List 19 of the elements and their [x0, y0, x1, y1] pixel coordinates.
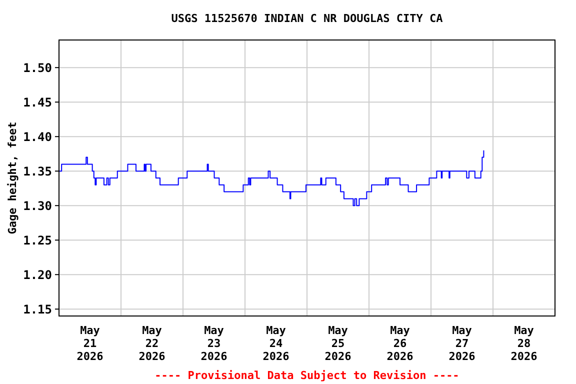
- x-tick-label: May 26 2026: [386, 324, 414, 363]
- y-axis-title: Gage height, feet: [6, 122, 19, 234]
- x-tick-label: May 25 2026: [324, 324, 352, 363]
- text: ---- Provisional Data Subject to Revision ----: [154, 369, 460, 382]
- y-tick-label: 1.40: [23, 130, 52, 144]
- y-tick-label: 1.30: [23, 198, 52, 213]
- x-tick-label: May 24 2026: [262, 324, 290, 363]
- x-tick-label: May 23 2026: [200, 324, 228, 363]
- y-tick-label: 1.50: [23, 60, 52, 75]
- y-tick-label: 1.25: [23, 233, 52, 248]
- y-tick-label: 1.15: [23, 302, 52, 316]
- x-tick-label: May 27 2026: [448, 324, 476, 363]
- chart-title: USGS 11525670 INDIAN C NR DOUGLAS CITY CA: [171, 12, 444, 25]
- y-tick-label: 1.20: [23, 268, 52, 282]
- x-tick-label: May 22 2026: [138, 324, 166, 363]
- y-tick-label: 1.35: [23, 164, 52, 178]
- x-tick-label: May 21 2026: [76, 324, 104, 363]
- y-tick-label: 1.45: [23, 95, 52, 110]
- x-tick-label: May 28 2026: [510, 324, 538, 363]
